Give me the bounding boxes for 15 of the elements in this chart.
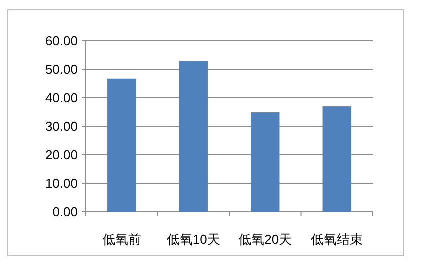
x-tick-label: 低氧10天 — [166, 232, 220, 247]
bar — [179, 61, 208, 212]
y-tick-label: 30.00 — [45, 119, 78, 134]
y-tick-label: 50.00 — [45, 62, 78, 77]
y-tick-label: 60.00 — [45, 34, 78, 48]
y-tick-label: 40.00 — [45, 90, 78, 106]
bar — [251, 112, 280, 212]
y-tick-label: 10.00 — [45, 176, 78, 191]
x-tick-label: 低氧20天 — [238, 232, 292, 247]
x-tick-label: 低氧结束 — [311, 232, 364, 247]
bar — [108, 78, 136, 212]
y-tick-label: 20.00 — [45, 148, 78, 162]
x-tick-label: 低氧前 — [102, 232, 142, 247]
y-tick-label: 0.00 — [52, 204, 78, 220]
bar — [322, 106, 352, 212]
